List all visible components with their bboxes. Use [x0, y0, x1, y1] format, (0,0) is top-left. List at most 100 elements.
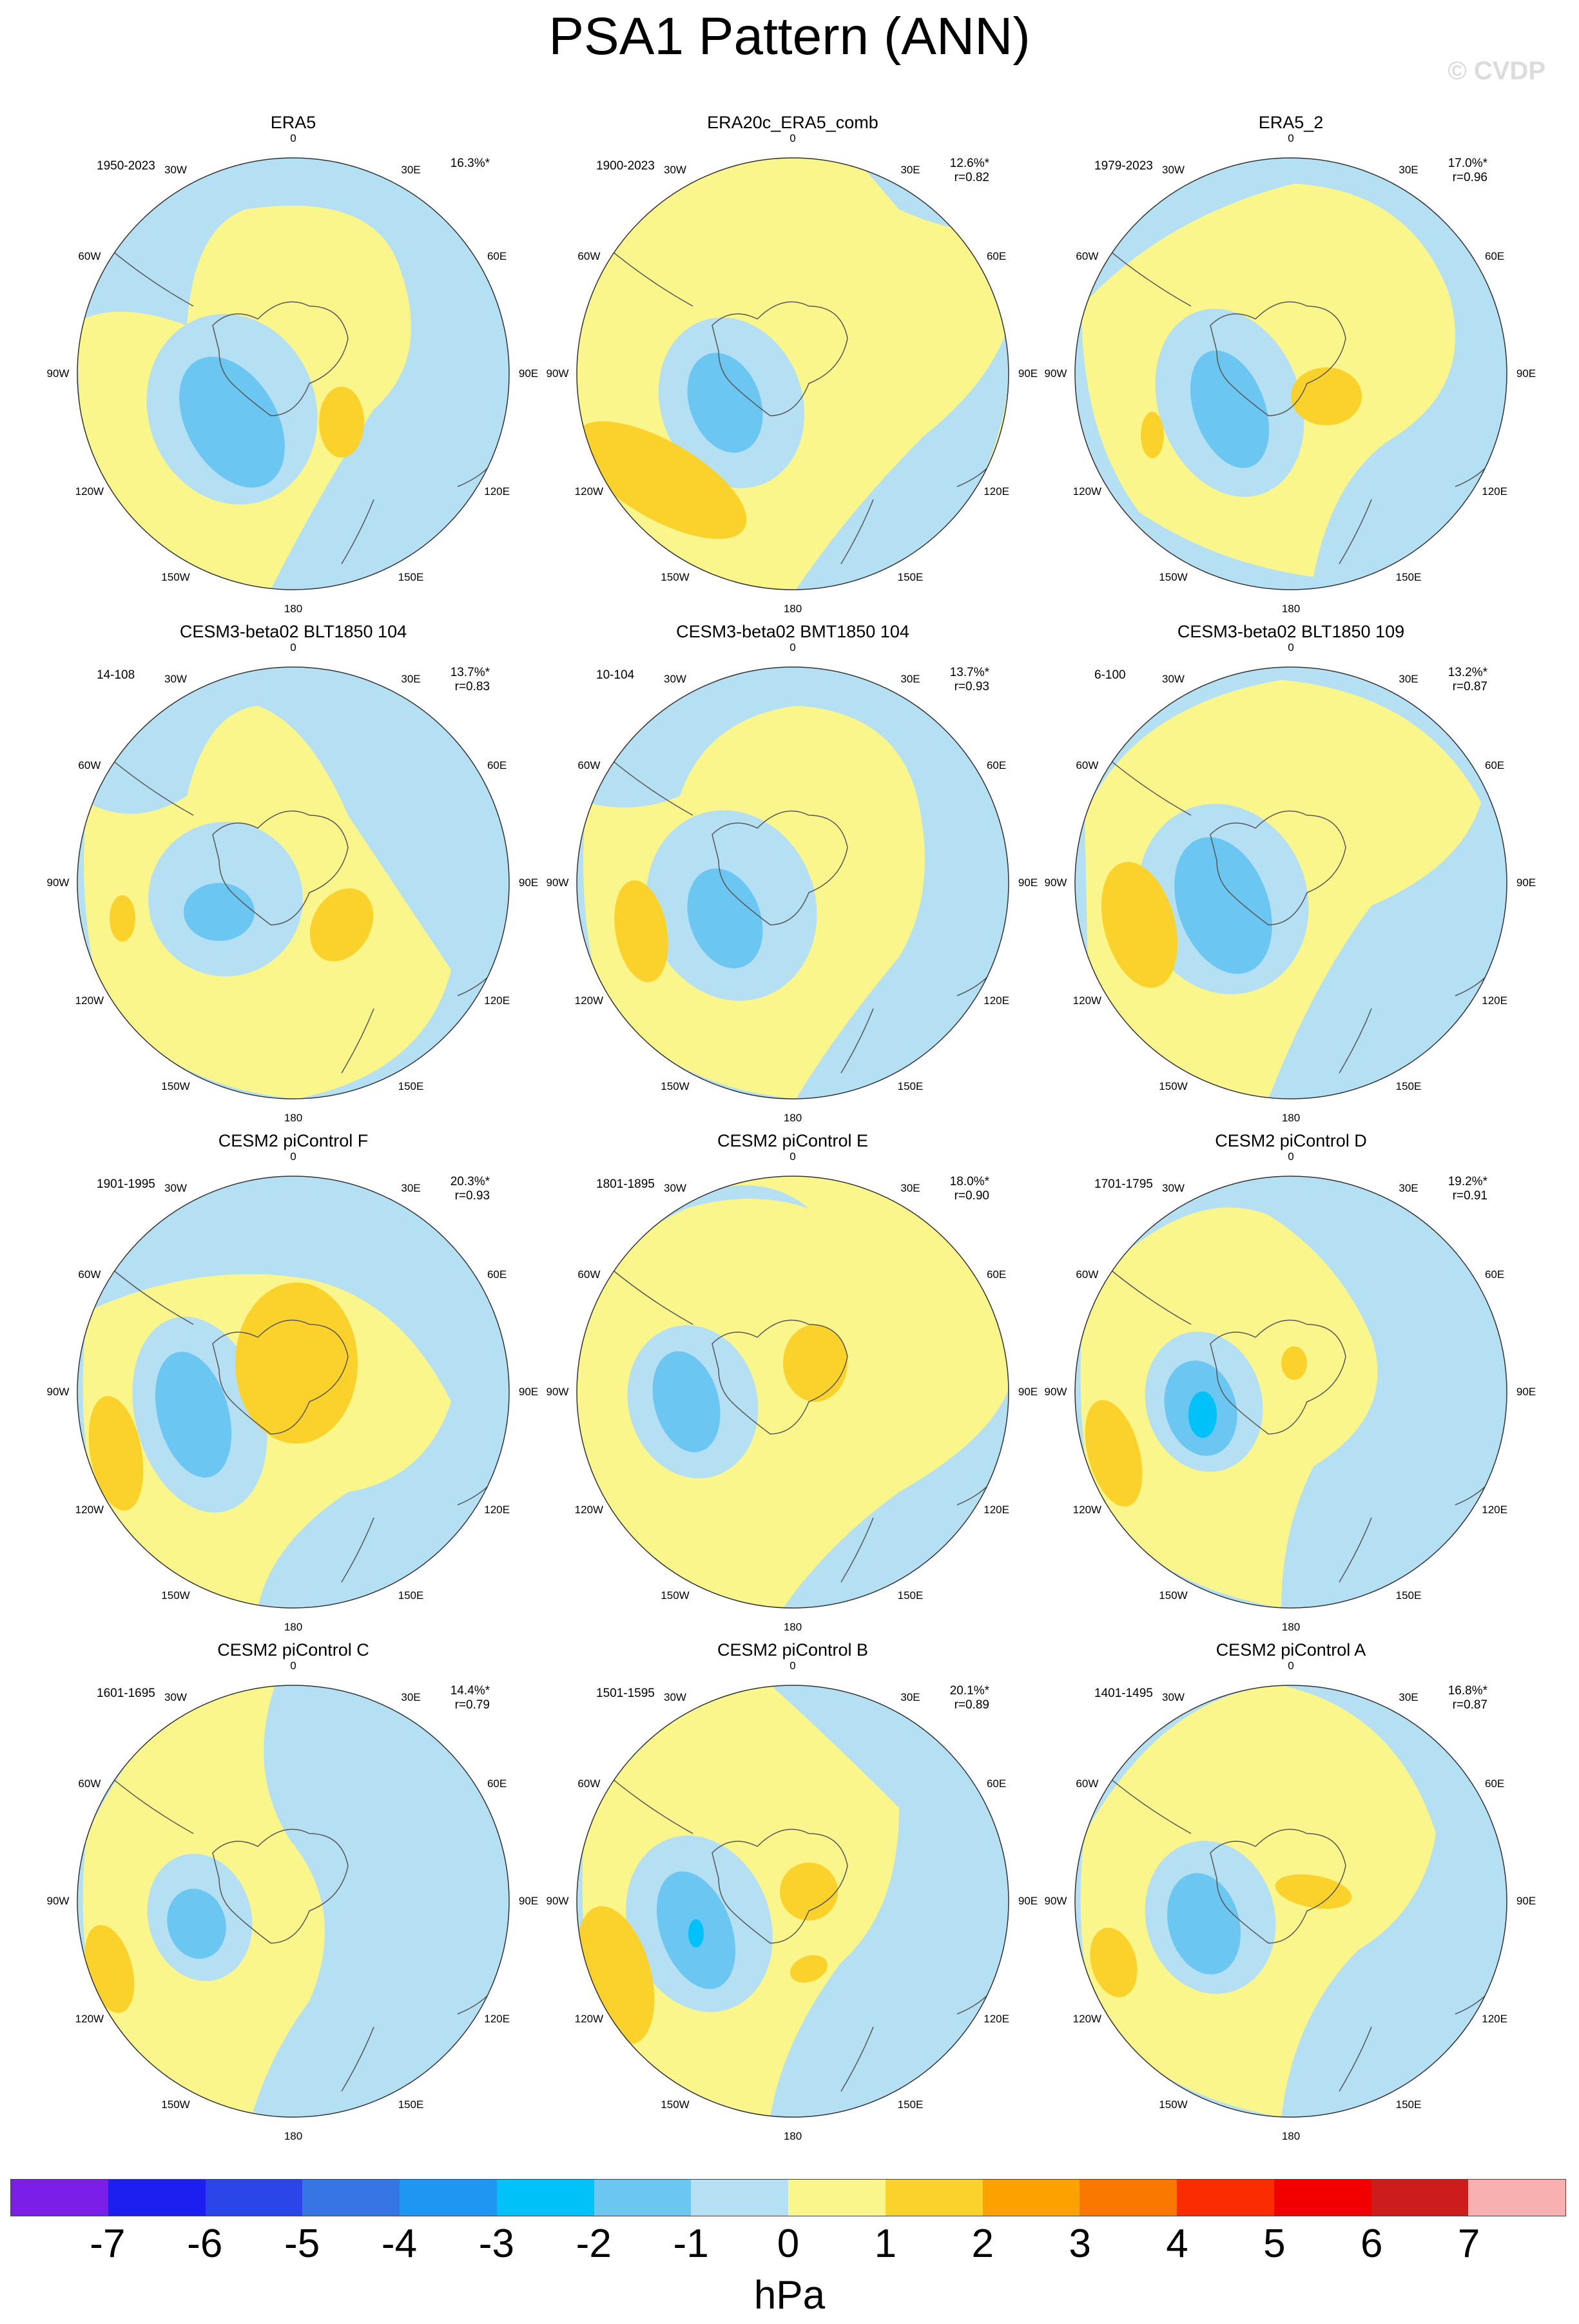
- longitude-label: 150W: [161, 2098, 190, 2111]
- pattern-correlation: r=0.93: [454, 1189, 490, 1203]
- longitude-label: 150W: [161, 571, 190, 584]
- positive-anomaly-core: [1090, 1928, 1138, 1997]
- longitude-label: 150E: [897, 2098, 924, 2111]
- colorbar-tick-label: -5: [284, 2222, 320, 2266]
- longitude-label: 120E: [1482, 994, 1507, 1007]
- polar-map: [1074, 1176, 1507, 1609]
- colorbar-tick-label: 4: [1166, 2222, 1188, 2266]
- panel-years: 1901-1995: [97, 1177, 155, 1191]
- longitude-label: 120E: [983, 1503, 1009, 1516]
- panel-title: CESM2 piControl C: [217, 1640, 369, 1660]
- positive-anomaly-core: [1141, 412, 1164, 458]
- variance-explained: 17.0%*: [1448, 157, 1487, 170]
- colorbar-swatch: [108, 2180, 206, 2216]
- pattern-correlation: r=0.79: [454, 1698, 490, 1712]
- longitude-label: 30E: [900, 1690, 920, 1703]
- longitude-label: 30W: [1162, 163, 1185, 176]
- map-border: [77, 1685, 510, 2118]
- variance-explained: 13.2%*: [1448, 666, 1487, 679]
- panel-variance: 14.4%* r=0.79: [450, 1684, 490, 1712]
- longitude-label: 60E: [1484, 759, 1505, 771]
- map-border: [1074, 666, 1507, 1099]
- positive-anomaly-core: [783, 1324, 848, 1402]
- coastline: [586, 737, 1003, 1074]
- coastline: [1084, 1756, 1501, 2092]
- panel-years: 1801-1895: [596, 1177, 655, 1191]
- longitude-label: 90W: [546, 876, 569, 889]
- polar-map: [576, 1176, 1009, 1609]
- longitude-label: 180: [783, 2130, 802, 2142]
- panel-years: 6-100: [1094, 668, 1126, 682]
- longitude-label: 90W: [46, 1895, 70, 1907]
- longitude-label: 60W: [78, 1268, 101, 1281]
- longitude-label: 120E: [484, 2012, 510, 2025]
- colorbar-swatch: [594, 2180, 692, 2216]
- panel-variance: 19.2%* r=0.91: [1448, 1175, 1487, 1203]
- longitude-label: 150E: [1395, 571, 1422, 584]
- longitude-label: 0: [290, 641, 296, 654]
- longitude-label: 150E: [897, 1080, 924, 1093]
- colorbar-tick-label: -7: [90, 2222, 126, 2266]
- colorbar-swatch: [496, 2180, 594, 2216]
- longitude-label: 0: [790, 132, 796, 144]
- panel-title: CESM3-beta02 BMT1850 104: [676, 622, 909, 641]
- longitude-label: 30E: [900, 163, 920, 176]
- panel-years: 1501-1595: [596, 1687, 655, 1700]
- negative-anomaly-core: [652, 1351, 721, 1453]
- longitude-label: 0: [290, 132, 296, 144]
- longitude-label: 30W: [664, 163, 686, 176]
- colorbar-tick-label: -3: [478, 2222, 514, 2266]
- map-panel: ERA5_2 1979-2023 17.0%* r=0.96 0 30E 60E 90E 120…: [1036, 113, 1545, 622]
- longitude-label: 120W: [75, 994, 104, 1007]
- longitude-label: 120E: [484, 485, 510, 498]
- longitude-label: 180: [284, 2130, 303, 2142]
- map-border: [576, 157, 1009, 590]
- map-panel: CESM3-beta02 BMT1850 104 10-104 13.7%* r=0.…: [538, 622, 1047, 1131]
- longitude-label: 150E: [398, 1080, 424, 1093]
- map-panel: ERA20c_ERA5_comb 1900-2023 12.6%* r=0.82 0 30…: [538, 113, 1047, 622]
- negative-anomaly-region: [590, 1185, 809, 1260]
- longitude-label: 30W: [164, 163, 187, 176]
- coastline: [1084, 1246, 1501, 1583]
- panel-variance: 17.0%* r=0.96: [1448, 157, 1487, 185]
- longitude-label: 30W: [1162, 1690, 1185, 1703]
- colorbar-tick-label: 6: [1361, 2222, 1383, 2266]
- longitude-label: 0: [290, 1150, 296, 1163]
- longitude-label: 90E: [1516, 367, 1536, 380]
- colorbar-swatch: [205, 2180, 303, 2216]
- panel-years: 1401-1495: [1094, 1687, 1153, 1700]
- longitude-label: 180: [1281, 603, 1301, 615]
- polar-map: [576, 666, 1009, 1099]
- variance-explained: 14.4%*: [450, 1684, 490, 1698]
- strong-negative-core: [688, 1919, 704, 1948]
- longitude-label: 30W: [164, 1181, 187, 1194]
- polar-map: [576, 1685, 1009, 2118]
- longitude-label: 120W: [1072, 485, 1102, 498]
- pattern-correlation: r=0.87: [1452, 680, 1487, 693]
- longitude-label: 120W: [574, 2012, 604, 2025]
- longitude-label: 30E: [401, 1690, 421, 1703]
- longitude-label: 120W: [1072, 994, 1102, 1007]
- longitude-label: 120W: [574, 485, 604, 498]
- negative-anomaly-core: [179, 356, 285, 488]
- pattern-correlation: r=0.93: [954, 680, 989, 693]
- variance-explained: 16.8%*: [1448, 1684, 1487, 1698]
- polar-map: [77, 1176, 510, 1609]
- longitude-label: 60E: [1484, 249, 1505, 262]
- longitude-label: 180: [284, 1112, 303, 1124]
- longitude-label: 60W: [577, 1268, 601, 1281]
- longitude-label: 180: [1281, 1112, 1301, 1124]
- panel-years: 1979-2023: [1094, 159, 1153, 173]
- longitude-label: 30E: [401, 672, 421, 685]
- pattern-correlation: r=0.89: [954, 1698, 989, 1712]
- variance-explained: 12.6%*: [949, 157, 989, 170]
- longitude-label: 30E: [900, 1181, 920, 1194]
- coastline: [86, 737, 503, 1074]
- polar-map: [1074, 157, 1507, 590]
- strong-negative-core: [1188, 1391, 1217, 1438]
- longitude-label: 60W: [577, 759, 601, 771]
- longitude-label: 90W: [1044, 367, 1067, 380]
- cvdp-watermark: © CVDP: [1448, 57, 1545, 85]
- colorbar-unit: hPa: [753, 2273, 826, 2318]
- coastline: [586, 228, 1003, 565]
